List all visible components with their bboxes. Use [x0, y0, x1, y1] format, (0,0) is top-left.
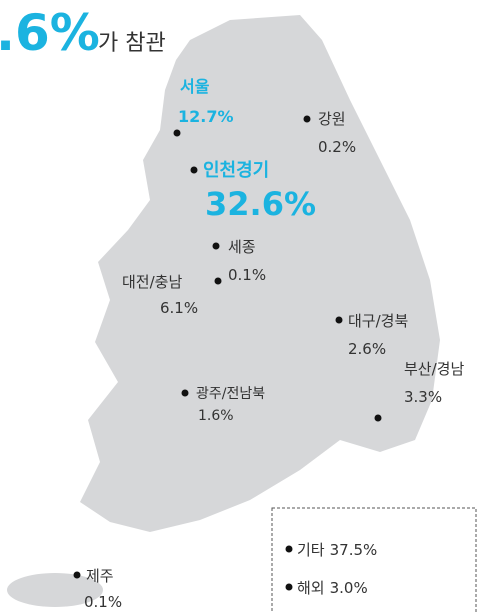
region-value: 0.1% — [228, 266, 266, 284]
region-name: 제주 — [86, 567, 114, 585]
other-value: 37.5% — [330, 541, 378, 559]
other-dot — [285, 545, 293, 553]
header-value: .6% — [0, 4, 100, 62]
region-name: 대전/충남 — [122, 273, 182, 291]
other-dot — [285, 583, 293, 591]
other-name: 기타 — [297, 541, 325, 559]
region-value: 3.3% — [404, 388, 442, 406]
region-dot — [181, 389, 189, 397]
region-dot — [303, 115, 311, 123]
region-dot — [173, 129, 181, 137]
region-value: 0.1% — [84, 593, 122, 611]
region-dot — [73, 571, 81, 579]
region-value: 32.6% — [205, 185, 316, 223]
other-item: 기타 37.5% — [297, 541, 377, 559]
region-name: 강원 — [318, 110, 346, 128]
region-dot — [335, 316, 343, 324]
region-name: 서울 — [180, 77, 210, 96]
region-value: 0.2% — [318, 138, 356, 156]
region-value: 6.1% — [160, 299, 198, 317]
region-value: 1.6% — [198, 408, 234, 424]
region-name: 부산/경남 — [404, 360, 464, 378]
other-value: 3.0% — [330, 579, 368, 597]
other-name: 해외 — [297, 579, 325, 597]
korea-mainland — [80, 15, 440, 532]
region-name: 세종 — [228, 238, 256, 256]
region-name: 대구/경북 — [348, 312, 408, 330]
region-dot — [212, 242, 220, 250]
header-text: 가 참관 — [98, 31, 166, 56]
region-value: 2.6% — [348, 340, 386, 358]
region-name: 인천경기 — [203, 160, 269, 181]
region-name: 광주/전남북 — [196, 386, 265, 402]
region-dot — [214, 277, 222, 285]
region-dot — [374, 414, 382, 422]
jeju-island — [7, 573, 103, 607]
other-item: 해외 3.0% — [297, 579, 368, 597]
region-dot — [190, 166, 198, 174]
region-value: 12.7% — [178, 107, 234, 126]
other-box — [271, 507, 477, 612]
